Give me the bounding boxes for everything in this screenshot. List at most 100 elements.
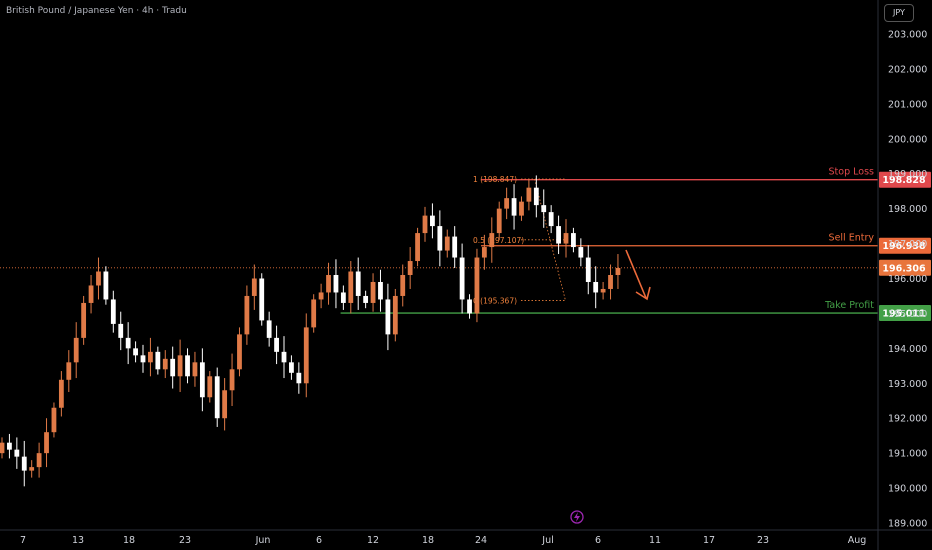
candle-body bbox=[125, 337, 131, 349]
candle-body bbox=[541, 205, 547, 213]
candlestick-series bbox=[0, 175, 621, 487]
y-tick-label: 190.000 bbox=[888, 484, 927, 495]
candle-body bbox=[400, 275, 406, 296]
candle-body bbox=[110, 299, 116, 324]
level-price-tag bbox=[879, 171, 931, 188]
x-tick-label: 6 bbox=[595, 535, 601, 546]
level-price-tag bbox=[879, 237, 931, 254]
candle-body bbox=[563, 233, 569, 244]
candle-body bbox=[296, 372, 302, 384]
current-price-label: 196.306 bbox=[882, 263, 926, 274]
y-tick-label: 189.000 bbox=[888, 519, 927, 530]
x-tick-label: 24 bbox=[475, 535, 487, 546]
candle-body bbox=[437, 226, 443, 251]
candle-body bbox=[244, 295, 250, 335]
y-tick-label: 195.000 bbox=[888, 309, 927, 320]
candle-body bbox=[489, 233, 495, 248]
candle-body bbox=[170, 358, 176, 377]
candle-body bbox=[556, 226, 561, 244]
x-tick-label: 13 bbox=[72, 535, 84, 546]
x-tick-label: 6 bbox=[316, 535, 322, 546]
candle-body bbox=[533, 187, 539, 206]
fib-level-label: 1 (198.847) bbox=[473, 175, 517, 184]
level-price-label: 196.938 bbox=[882, 241, 926, 252]
candle-body bbox=[73, 337, 79, 363]
y-tick-label: 200.000 bbox=[888, 134, 927, 145]
candle-body bbox=[266, 320, 272, 338]
candle-body bbox=[452, 236, 458, 258]
trade-levels: Stop Loss 198.828 Sell Entry 196.938 Take Pr… bbox=[0, 167, 931, 322]
y-tick-label: 197.000 bbox=[888, 239, 927, 250]
candle-body bbox=[519, 201, 524, 216]
y-tick-label: 192.000 bbox=[888, 414, 927, 425]
time-axis: 7 13 18 23 Jun 6 12 18 24 Jul 6 11 17 23 Aug bbox=[0, 529, 932, 546]
candle-body bbox=[363, 295, 369, 303]
y-tick-label: 199.000 bbox=[888, 169, 927, 180]
candle-body bbox=[29, 467, 35, 471]
level-name: Stop Loss bbox=[829, 167, 875, 178]
x-tick-label: 23 bbox=[179, 535, 191, 546]
candle-body bbox=[355, 271, 361, 296]
candle-body bbox=[385, 299, 391, 335]
candle-body bbox=[407, 261, 413, 275]
currency-button[interactable]: JPY bbox=[884, 4, 914, 22]
level-name: Take Profit bbox=[824, 300, 874, 311]
y-tick-label: 196.000 bbox=[888, 274, 927, 285]
fib-level-label: 0.5 (197.107) bbox=[473, 236, 524, 245]
candle-body bbox=[593, 281, 599, 293]
y-tick-label: 201.000 bbox=[888, 99, 927, 110]
candle-body bbox=[348, 271, 354, 303]
x-tick-label: 11 bbox=[649, 535, 661, 546]
candle-body bbox=[444, 236, 450, 251]
candle-body bbox=[326, 275, 331, 293]
candle-body bbox=[229, 369, 235, 391]
level-price-label: 195.011 bbox=[882, 309, 925, 320]
lightning-icon[interactable] bbox=[570, 510, 584, 524]
candle-body bbox=[162, 358, 168, 370]
chart-title: British Pound / Japanese Yen · 4h · Trad… bbox=[6, 6, 187, 16]
x-tick-label: 18 bbox=[422, 535, 434, 546]
candle-body bbox=[222, 390, 228, 419]
candle-body bbox=[259, 278, 265, 321]
candle-body bbox=[459, 257, 465, 300]
candle-body bbox=[511, 198, 517, 216]
y-tick-label: 198.000 bbox=[888, 204, 927, 215]
x-tick-label: 23 bbox=[757, 535, 769, 546]
fib-level-label: 0 (195.367) bbox=[473, 297, 517, 306]
candle-body bbox=[140, 355, 146, 363]
candle-body bbox=[207, 376, 213, 398]
y-tick-label: 203.000 bbox=[888, 29, 927, 40]
candle-body bbox=[548, 212, 554, 227]
candle-body bbox=[496, 208, 502, 234]
candle-body bbox=[199, 362, 205, 398]
x-tick-label: Jul bbox=[541, 535, 553, 546]
down-arrow-annotation bbox=[625, 249, 651, 301]
candle-body bbox=[333, 275, 339, 293]
candle-body bbox=[0, 442, 5, 454]
price-axis: 189.000 190.000 191.000 192.000 193.000 194.0… bbox=[877, 0, 927, 550]
candle-body bbox=[340, 292, 346, 303]
candle-body bbox=[318, 292, 324, 300]
candle-body bbox=[214, 376, 220, 419]
candle-body bbox=[467, 299, 472, 314]
candle-body bbox=[148, 351, 153, 363]
x-tick-label: 12 bbox=[367, 535, 379, 546]
candle-body bbox=[600, 288, 606, 293]
candle-body bbox=[526, 187, 532, 202]
candle-body bbox=[422, 215, 428, 234]
candle-body bbox=[615, 268, 621, 275]
candle-body bbox=[481, 247, 487, 258]
x-tick-label: Jun bbox=[255, 535, 271, 546]
level-name: Sell Entry bbox=[829, 233, 875, 244]
candle-body bbox=[370, 281, 376, 303]
candle-body bbox=[192, 362, 198, 377]
x-tick-label: 7 bbox=[20, 535, 26, 546]
candle-body bbox=[578, 247, 584, 258]
x-tick-label: 17 bbox=[703, 535, 715, 546]
x-tick-label: 18 bbox=[123, 535, 135, 546]
candle-body bbox=[21, 456, 27, 471]
candle-body bbox=[281, 351, 287, 363]
y-tick-label: 191.000 bbox=[888, 449, 927, 460]
candle-body bbox=[7, 442, 12, 450]
